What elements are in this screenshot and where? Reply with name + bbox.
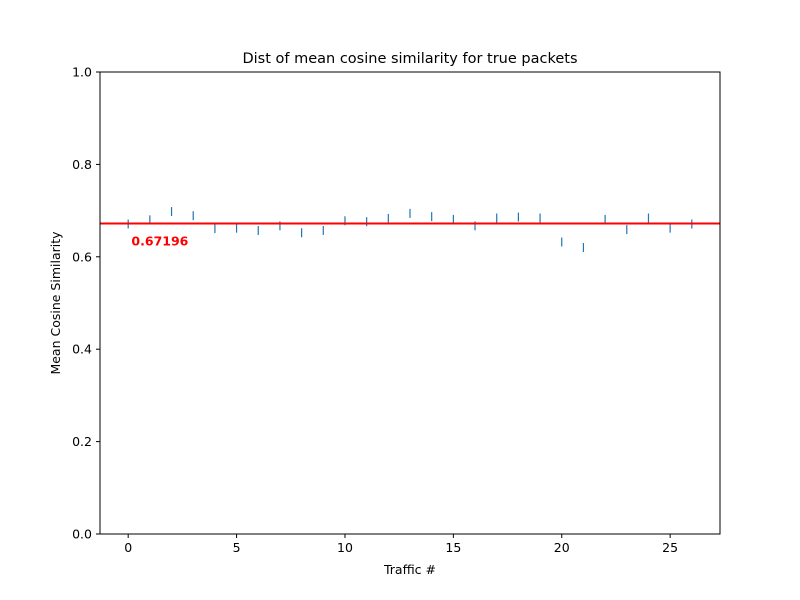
y-tick-label: 0.2 — [72, 434, 92, 449]
x-tick-label: 0 — [124, 540, 132, 555]
x-tick-label: 15 — [445, 540, 461, 555]
plot-marks: 0.67196 — [100, 207, 720, 253]
x-tick-label: 5 — [233, 540, 241, 555]
mean-value-label: 0.67196 — [131, 234, 188, 249]
plot-frame — [99, 71, 721, 535]
y-axis-label: Mean Cosine Similarity — [48, 231, 63, 375]
x-tick-label: 20 — [554, 540, 570, 555]
x-tick-label: 10 — [337, 540, 353, 555]
y-tick-label: 1.0 — [72, 65, 92, 80]
y-tick-label: 0.8 — [72, 157, 92, 172]
y-tick-label: 0.4 — [72, 342, 92, 357]
x-axis-label: Traffic # — [383, 562, 436, 577]
chart-title: Dist of mean cosine similarity for true … — [242, 51, 577, 67]
axis-ticks: 0 5 10 15 20 25 0.0 0.2 0.4 0.6 0.8 1.0 — [72, 65, 678, 556]
y-tick-label: 0.6 — [72, 249, 92, 264]
y-tick-label: 0.0 — [72, 527, 92, 542]
x-tick-label: 25 — [662, 540, 678, 555]
